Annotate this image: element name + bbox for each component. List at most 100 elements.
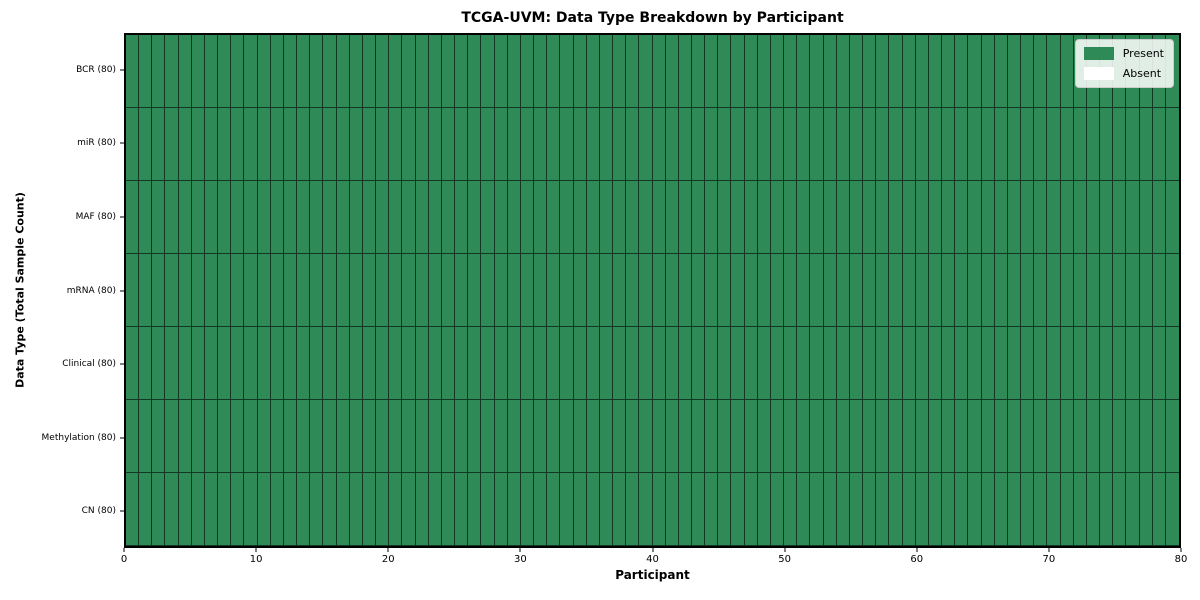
grid-cell [323,327,337,400]
grid-cell [955,35,969,108]
grid-cell [520,400,535,473]
grid-cell [639,181,653,254]
grid-cell [691,473,706,546]
grid-cell [1047,181,1061,254]
grid-cell [126,181,140,254]
grid-cell [455,108,469,181]
grid-cell [1021,254,1035,327]
grid-cell [310,254,324,327]
legend-swatch [1083,47,1114,60]
grid-cell [889,35,903,108]
grid-cell [757,108,771,181]
grid-cell [139,473,153,546]
grid-cell [626,327,640,400]
grid-cell [810,181,824,254]
grid-cell [191,254,205,327]
grid-cell [218,400,232,473]
grid-cell [520,35,535,108]
grid-cell [757,181,771,254]
legend-label: Absent [1122,67,1162,80]
grid-cell [494,181,508,254]
grid-cell [165,35,179,108]
grid-cell [942,327,956,400]
grid-cell [336,327,350,400]
grid-cell [1021,181,1035,254]
grid-cell [928,35,943,108]
grid-cell [731,181,745,254]
grid-cell [297,35,311,108]
grid-cell [573,473,587,546]
grid-cell [1034,181,1048,254]
grid-cell [336,35,350,108]
grid-cell [560,400,574,473]
grid-cell [1047,108,1061,181]
grid-cell [928,473,943,546]
grid-cell [547,35,561,108]
grid-cell [547,473,561,546]
grid-cell [586,400,600,473]
grid-cell [994,254,1008,327]
grid-cell [204,473,219,546]
grid-cell [1152,108,1166,181]
grid-cell [1165,400,1179,473]
grid-cell [428,400,442,473]
grid-cell [1034,400,1048,473]
grid-cell [349,327,363,400]
grid-cell [362,254,377,327]
x-tick-mark [255,548,257,552]
grid-cell [1086,473,1101,546]
grid-cell [507,108,521,181]
grid-cell [1073,254,1087,327]
grid-cell [573,254,587,327]
grid-cell [810,400,824,473]
grid-cell [1165,473,1179,546]
grid-cell [652,327,666,400]
grid-cell [165,400,179,473]
grid-cell [481,473,495,546]
grid-cell [349,254,363,327]
grid-cell [297,181,311,254]
grid-cell [942,35,956,108]
grid-cell [507,400,521,473]
grid-cell [823,327,837,400]
grid-cell [481,254,495,327]
grid-cell [152,400,166,473]
grid-cell [836,327,850,400]
grid-cell [231,254,245,327]
x-tick-mark [1048,548,1050,552]
grid-cell [599,400,613,473]
x-tick-label: 50 [778,554,791,565]
grid-cell [310,327,324,400]
grid-cell [139,181,153,254]
grid-cell [270,181,284,254]
grid-cell [494,327,508,400]
x-axis-label: Participant [615,568,690,582]
grid-cell [468,400,482,473]
x-tick-mark [916,548,918,552]
grid-cell [705,327,719,400]
grid-cell [494,35,508,108]
grid-cell [270,400,284,473]
grid-cell [691,327,706,400]
x-tick-label: 20 [381,554,395,565]
grid-cell [534,400,548,473]
grid-cell [547,400,561,473]
grid-cell [626,254,640,327]
grid-cell [678,181,692,254]
grid-cell [1060,35,1074,108]
y-tick-label: Clinical (80) [62,359,116,370]
y-tick-mark [120,216,124,218]
grid-cell [455,473,469,546]
grid-cell [336,473,350,546]
grid-cell [586,181,600,254]
grid-cell [283,327,298,400]
grid-cell [1139,181,1153,254]
grid-cell [283,108,298,181]
grid-cell [126,254,140,327]
grid-cell [1086,400,1101,473]
grid-cell [849,327,864,400]
grid-cell [270,35,284,108]
grid-cell [1007,181,1022,254]
grid-cell [902,108,916,181]
grid-cell [968,400,982,473]
